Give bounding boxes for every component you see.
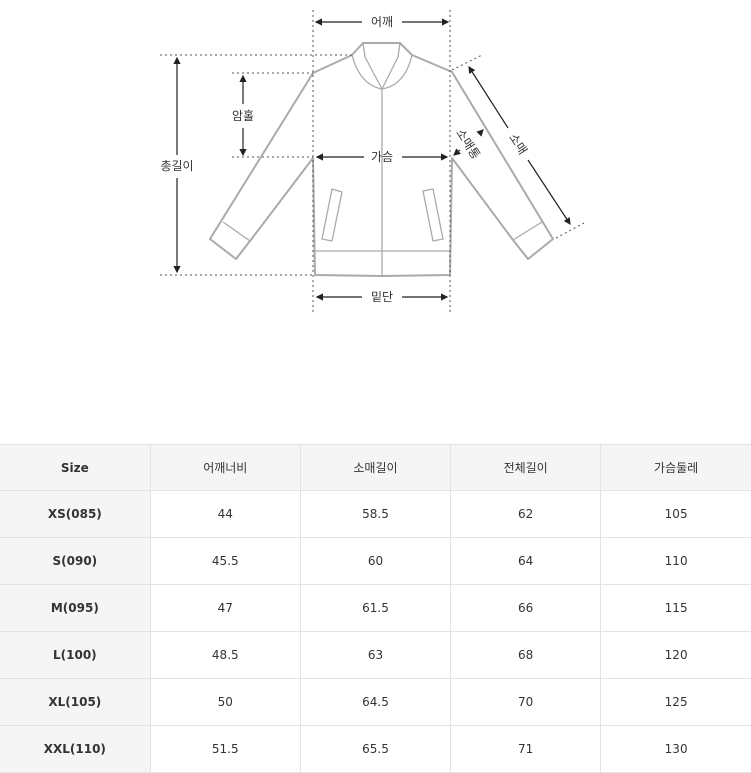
value-cell: 48.5 xyxy=(149,631,301,679)
label-shoulder: 어깨 xyxy=(371,15,393,29)
size-cell: L(100) xyxy=(0,631,151,679)
value-cell: 120 xyxy=(600,631,751,679)
label-sleeve-width: 소매통 xyxy=(453,126,483,161)
value-cell: 110 xyxy=(600,537,751,585)
size-table: Size 어깨너비 소매길이 전체길이 가슴둘레 XS(085) 44 58.5 62… xyxy=(0,444,751,773)
header-size: Size xyxy=(0,444,151,491)
value-cell: 45.5 xyxy=(149,537,301,585)
table-row: XL(105) 50 64.5 70 125 xyxy=(0,678,751,726)
value-cell: 70 xyxy=(450,678,602,726)
size-cell: XS(085) xyxy=(0,490,151,538)
right-pocket xyxy=(422,188,444,242)
value-cell: 58.5 xyxy=(299,490,452,538)
table-header-row: Size 어깨너비 소매길이 전체길이 가슴둘레 xyxy=(0,444,751,491)
value-cell: 105 xyxy=(600,490,751,538)
table-row: L(100) 48.5 63 68 120 xyxy=(0,631,751,679)
value-cell: 44 xyxy=(149,490,301,538)
table-row: M(095) 47 61.5 66 115 xyxy=(0,584,751,632)
label-chest: 가슴 xyxy=(371,150,393,164)
table-row: XXL(110) 51.5 65.5 71 130 xyxy=(0,725,751,773)
label-total-length: 총길이 xyxy=(160,159,193,173)
value-cell: 47 xyxy=(149,584,301,632)
value-cell: 66 xyxy=(450,584,602,632)
value-cell: 51.5 xyxy=(149,725,301,773)
header-shoulder-width: 어깨너비 xyxy=(149,444,301,491)
value-cell: 61.5 xyxy=(299,584,452,632)
header-total-length: 전체길이 xyxy=(450,444,602,491)
value-cell: 60 xyxy=(299,537,452,585)
value-cell: 50 xyxy=(149,678,301,726)
guide-lines xyxy=(160,10,585,313)
dimension-arrows xyxy=(173,18,571,301)
value-cell: 64 xyxy=(450,537,602,585)
label-sleeve: 소매 xyxy=(506,131,530,157)
value-cell: 68 xyxy=(450,631,602,679)
size-cell: M(095) xyxy=(0,584,151,632)
jacket-size-diagram: 어깨 총길이 암홀 가슴 밑단 소매 소매통 xyxy=(160,10,585,313)
value-cell: 62 xyxy=(450,490,602,538)
value-cell: 115 xyxy=(600,584,751,632)
value-cell: 65.5 xyxy=(299,725,452,773)
value-cell: 63 xyxy=(299,631,452,679)
jacket-outline xyxy=(209,42,554,277)
header-sleeve-length: 소매길이 xyxy=(299,444,452,491)
value-cell: 125 xyxy=(600,678,751,726)
label-armhole: 암홀 xyxy=(232,109,254,123)
size-cell: XXL(110) xyxy=(0,725,151,773)
header-chest: 가슴둘레 xyxy=(600,444,751,491)
size-cell: XL(105) xyxy=(0,678,151,726)
value-cell: 64.5 xyxy=(299,678,452,726)
left-pocket xyxy=(321,188,343,242)
value-cell: 71 xyxy=(450,725,602,773)
value-cell: 130 xyxy=(600,725,751,773)
size-cell: S(090) xyxy=(0,537,151,585)
table-row: XS(085) 44 58.5 62 105 xyxy=(0,490,751,538)
label-hem: 밑단 xyxy=(371,290,393,304)
table-row: S(090) 45.5 60 64 110 xyxy=(0,537,751,585)
